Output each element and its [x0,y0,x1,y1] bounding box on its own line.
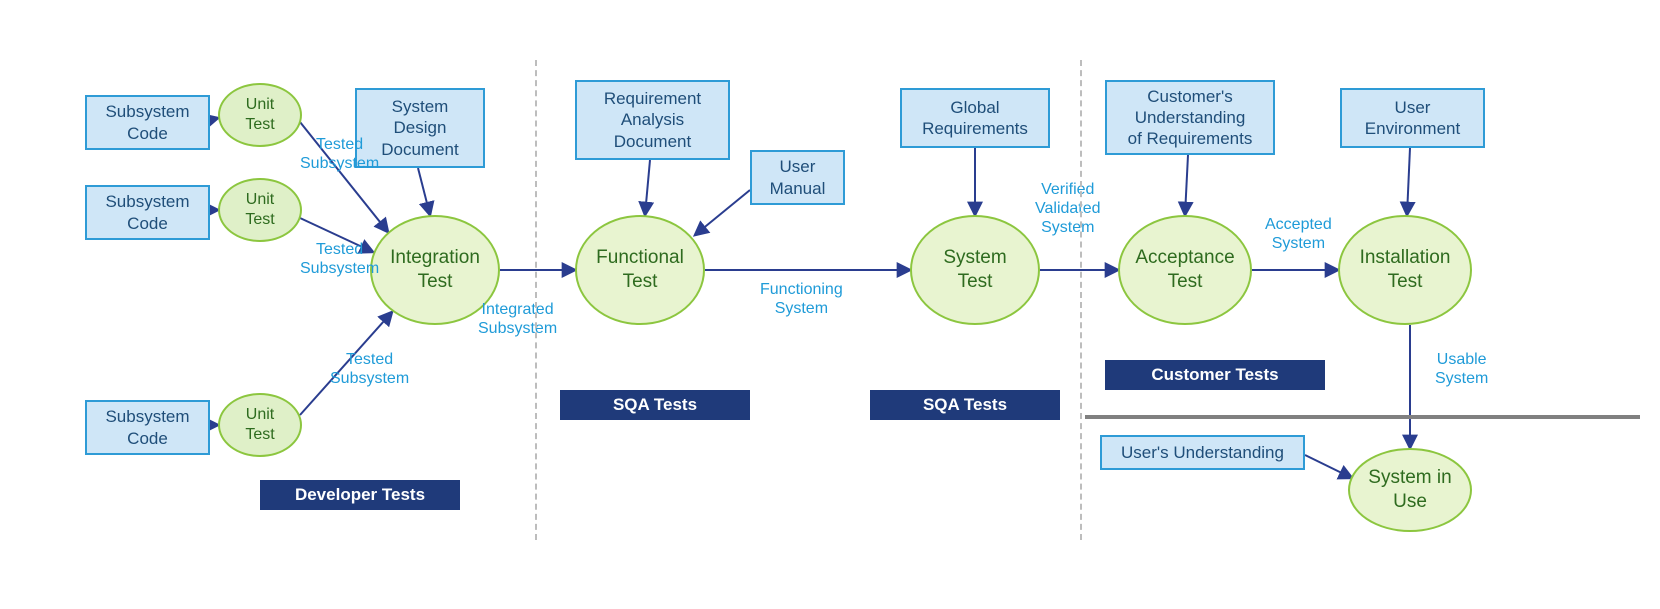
req-analysis: Requirement Analysis Document [575,80,730,160]
section-divider [1080,60,1082,540]
phase-sqa2-label: SQA Tests [923,395,1007,415]
global-req-label: Global Requirements [922,97,1028,140]
unit-test-2: Unit Test [218,178,302,242]
unit-test-1: Unit Test [218,83,302,147]
phase-cust-label: Customer Tests [1151,365,1278,385]
user-und: User's Understanding [1100,435,1305,470]
edge-label-5: Tested Subsystem [330,350,409,388]
edge-label-7: Integrated Subsystem [478,300,557,338]
cust-und-req-label: Customer's Understanding of Requirements [1128,86,1253,150]
grey-rule [1085,415,1640,419]
system-in-use-label: System in Use [1368,466,1451,514]
edge-user-manual-to-functional-test [695,190,750,235]
phase-sqa2: SQA Tests [870,390,1060,420]
user-env: User Environment [1340,88,1485,148]
cust-und-req: Customer's Understanding of Requirements [1105,80,1275,155]
edge-req-analysis-to-functional-test [645,160,650,215]
functional-test-label: Functional Test [596,246,684,294]
phase-sqa1: SQA Tests [560,390,750,420]
user-manual-label: User Manual [770,156,826,199]
subsys-code-1-label: Subsystem Code [105,101,189,144]
unit-test-2-label: Unit Test [245,190,274,230]
integration-test-label: Integration Test [390,246,480,294]
edge-label-3: Tested Subsystem [300,135,379,173]
subsys-code-3: Subsystem Code [85,400,210,455]
edge-cust-und-req-to-acceptance-test [1185,155,1188,215]
req-analysis-label: Requirement Analysis Document [604,88,701,152]
phase-dev-label: Developer Tests [295,485,425,505]
system-test: System Test [910,215,1040,325]
edge-user-env-to-installation-test [1407,148,1410,215]
edge-user-und-to-system-in-use [1305,455,1352,478]
phase-sqa1-label: SQA Tests [613,395,697,415]
subsys-code-1: Subsystem Code [85,95,210,150]
edge-sys-design-doc-to-integration-test [418,168,430,215]
installation-test-label: Installation Test [1360,246,1451,294]
subsys-code-2-label: Subsystem Code [105,191,189,234]
edge-subsys-code-1-to-unit-test-1 [210,118,218,120]
unit-test-3-label: Unit Test [245,405,274,445]
functional-test: Functional Test [575,215,705,325]
unit-test-1-label: Unit Test [245,95,274,135]
user-env-label: User Environment [1365,97,1460,140]
user-und-label: User's Understanding [1121,442,1284,463]
global-req: Global Requirements [900,88,1050,148]
installation-test: Installation Test [1338,215,1472,325]
edge-label-16: Usable System [1435,350,1488,388]
acceptance-test-label: Acceptance Test [1135,246,1234,294]
edge-label-4: Tested Subsystem [300,240,379,278]
system-test-label: System Test [943,246,1006,294]
edge-label-12: Verified Validated System [1035,180,1101,238]
acceptance-test: Acceptance Test [1118,215,1252,325]
unit-test-3: Unit Test [218,393,302,457]
section-divider [535,60,537,540]
user-manual: User Manual [750,150,845,205]
sys-design-doc-label: System Design Document [381,96,458,160]
system-in-use: System in Use [1348,448,1472,532]
phase-dev: Developer Tests [260,480,460,510]
phase-cust: Customer Tests [1105,360,1325,390]
edge-label-14: Accepted System [1265,215,1332,253]
edge-label-10: Functioning System [760,280,843,318]
subsys-code-2: Subsystem Code [85,185,210,240]
subsys-code-3-label: Subsystem Code [105,406,189,449]
